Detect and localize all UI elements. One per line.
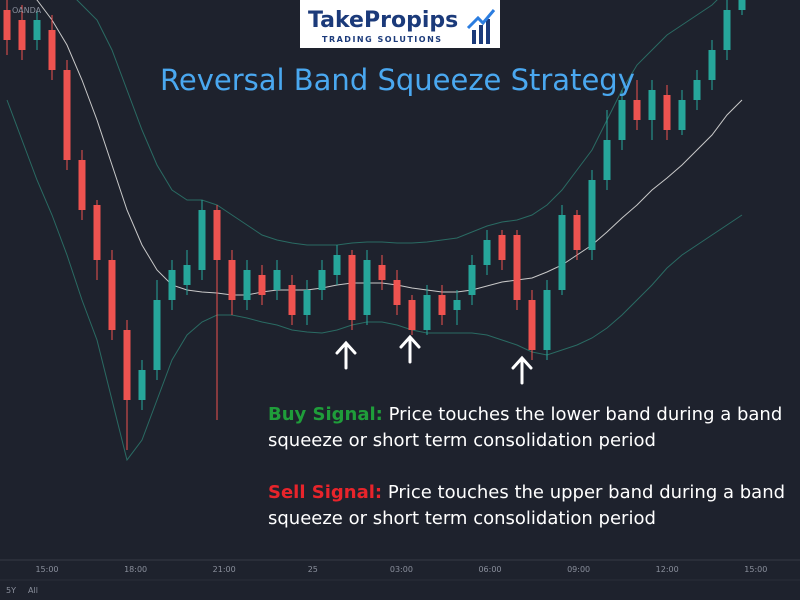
candle-body <box>378 265 386 280</box>
x-tick-label: 25 <box>308 565 318 574</box>
plot-area <box>3 0 746 462</box>
candle-body <box>693 80 701 100</box>
candle-body <box>363 260 371 315</box>
candle-body <box>273 270 281 290</box>
candle-body <box>453 300 461 310</box>
candle-body <box>78 160 86 210</box>
candle-body <box>513 235 521 300</box>
x-tick-label: 12:00 <box>656 565 679 574</box>
candle-body <box>318 270 326 290</box>
candle-body <box>168 270 176 300</box>
annotation-label: Buy Signal: <box>268 404 383 425</box>
candle-body <box>333 255 341 275</box>
candle-body <box>708 50 716 80</box>
candle-body <box>678 100 686 130</box>
candle-body <box>108 260 116 330</box>
logo-graphic: TakePropips TRADING SOLUTIONS <box>308 8 496 44</box>
chart-title: Reversal Band Squeeze Strategy <box>160 63 635 97</box>
band-line <box>76 0 718 246</box>
candle-body <box>603 140 611 180</box>
candle-body <box>288 285 296 315</box>
annotation: Buy Signal: Price touches the lower band… <box>268 402 788 454</box>
candle-body <box>588 180 596 250</box>
x-tick-label: 03:00 <box>390 565 413 574</box>
x-tick-label: 18:00 <box>124 565 147 574</box>
annotation-text: Price touches the upper band during a ba… <box>268 482 786 529</box>
candle-body <box>183 265 191 285</box>
candle-body <box>123 330 131 400</box>
candle-body <box>228 260 236 300</box>
candle-body <box>468 265 476 295</box>
candle-body <box>528 300 536 350</box>
candle-body <box>348 255 356 320</box>
candle-body <box>483 240 491 265</box>
logo-bars <box>472 19 490 44</box>
brand: TakePropips <box>308 8 458 33</box>
candle-body <box>63 70 71 160</box>
candle-body <box>498 235 506 260</box>
candle-body <box>3 10 11 40</box>
logo-arrow <box>466 9 496 30</box>
arrow <box>399 334 421 364</box>
annotation-label: Sell Signal: <box>268 482 383 503</box>
candle-body <box>618 100 626 140</box>
x-tick-label: 21:00 <box>213 565 236 574</box>
candle-body <box>738 0 746 10</box>
candle-body <box>438 295 446 315</box>
brand-tagline: TRADING SOLUTIONS <box>322 35 443 44</box>
candle-body <box>543 290 551 350</box>
candle-body <box>18 20 26 50</box>
candle-body <box>663 95 671 130</box>
candle-body <box>93 205 101 260</box>
candle-body <box>243 270 251 300</box>
arrow <box>511 355 533 385</box>
candle-body <box>723 10 731 50</box>
candle-body <box>303 290 311 315</box>
candle-body <box>423 295 431 330</box>
annotation-text: Price touches the lower band during a ba… <box>268 404 783 451</box>
candle-body <box>258 275 266 295</box>
candle-body <box>408 300 416 330</box>
broker: OANDA <box>12 6 42 15</box>
candle-body <box>153 300 161 370</box>
signal-arrows <box>335 334 533 385</box>
arrow <box>335 340 357 370</box>
x-tick-label: 15:00 <box>35 565 58 574</box>
x-tick-label: 09:00 <box>567 565 590 574</box>
candle-body <box>138 370 146 400</box>
candle-body <box>633 100 641 120</box>
candle-body <box>33 20 41 40</box>
band-line <box>36 0 743 296</box>
candle-body <box>198 210 206 270</box>
x-tick-label: 15:00 <box>744 565 767 574</box>
candle-body <box>213 210 221 260</box>
candle-body <box>48 30 56 70</box>
candle-body <box>648 90 656 120</box>
band-line <box>6 99 743 462</box>
logo: TakePropips TRADING SOLUTIONS <box>300 0 500 48</box>
candle-body <box>393 280 401 305</box>
x-tick-label: 06:00 <box>478 565 501 574</box>
candle-body <box>558 215 566 290</box>
range-button[interactable]: 5Y <box>6 586 16 595</box>
candle-body <box>573 215 581 250</box>
range-button[interactable]: All <box>28 586 38 595</box>
annotation: Sell Signal: Price touches the upper ban… <box>268 480 788 532</box>
